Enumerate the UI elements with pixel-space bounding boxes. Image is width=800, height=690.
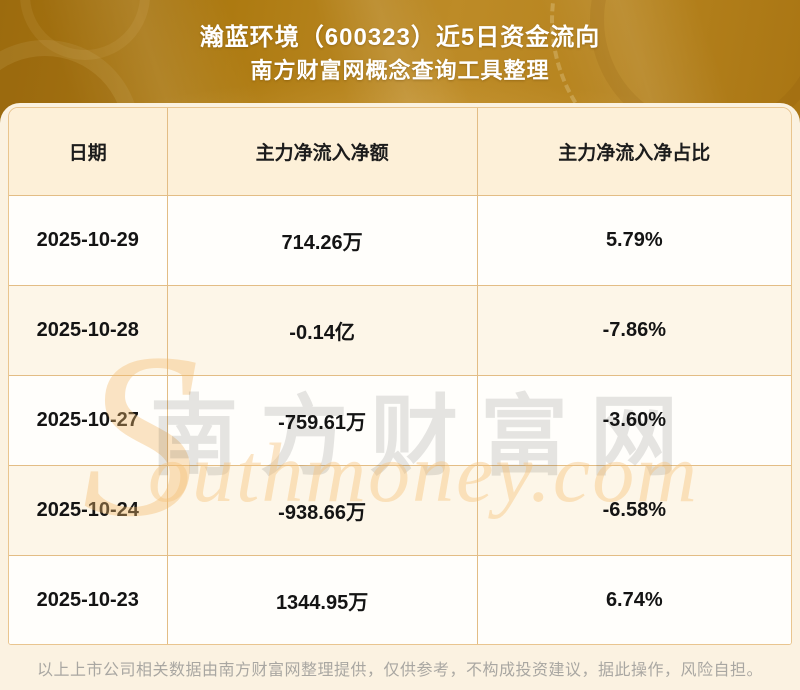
cell-ratio: -6.58% (476, 466, 791, 555)
cell-date: 2025-10-24 (36, 499, 139, 521)
cell-date: 2025-10-23 (36, 588, 139, 611)
table-row: 2025-10-29 714.26万 5.79% (9, 196, 791, 286)
cell-amount: -938.66万 (166, 466, 477, 555)
cell-ratio: -3.60% (476, 376, 791, 465)
cell-amount: -0.14亿 (166, 286, 477, 375)
cell-amount: -759.61万 (166, 376, 477, 465)
disclaimer-text: 以上上市公司相关数据由南方财富网整理提供，仅供参考，不构成投资建议，据此操作，风… (36, 661, 763, 679)
table-row: 2025-10-24 -938.66万 -6.58% (9, 466, 791, 556)
fund-flow-table: 日期 主力净流入净额 主力净流入净占比 2025-10-29 714.26万 5… (8, 107, 792, 645)
page-subtitle: 南方财富网概念查询工具整理 (250, 58, 550, 83)
banner-titles: 瀚蓝环境（600323）近5日资金流向 南方财富网概念查询工具整理 (0, 0, 800, 87)
column-header-amount: 主力净流入净额 (166, 108, 477, 195)
cell-amount: 714.26万 (166, 196, 477, 285)
cell-ratio: 5.79% (476, 196, 791, 285)
page-title: 瀚蓝环境（600323）近5日资金流向 (199, 24, 601, 51)
cell-ratio: 6.74% (476, 556, 791, 644)
table-row: 2025-10-23 1344.95万 6.74% (9, 556, 791, 644)
table-row: 2025-10-28 -0.14亿 -7.86% (9, 286, 791, 376)
column-header-date: 日期 (68, 143, 107, 164)
cell-date: 2025-10-29 (36, 229, 139, 251)
cell-date: 2025-10-28 (36, 319, 139, 341)
cell-amount: 1344.95万 (166, 556, 477, 644)
table-row: 2025-10-27 -759.61万 -3.60% (9, 376, 791, 466)
cell-date: 2025-10-27 (36, 409, 139, 431)
cell-ratio: -7.86% (476, 286, 791, 375)
column-header-ratio: 主力净流入净占比 (476, 108, 791, 195)
content-panel: 日期 主力净流入净额 主力净流入净占比 2025-10-29 714.26万 5… (0, 103, 800, 690)
table-header-row: 日期 主力净流入净额 主力净流入净占比 (9, 108, 791, 196)
